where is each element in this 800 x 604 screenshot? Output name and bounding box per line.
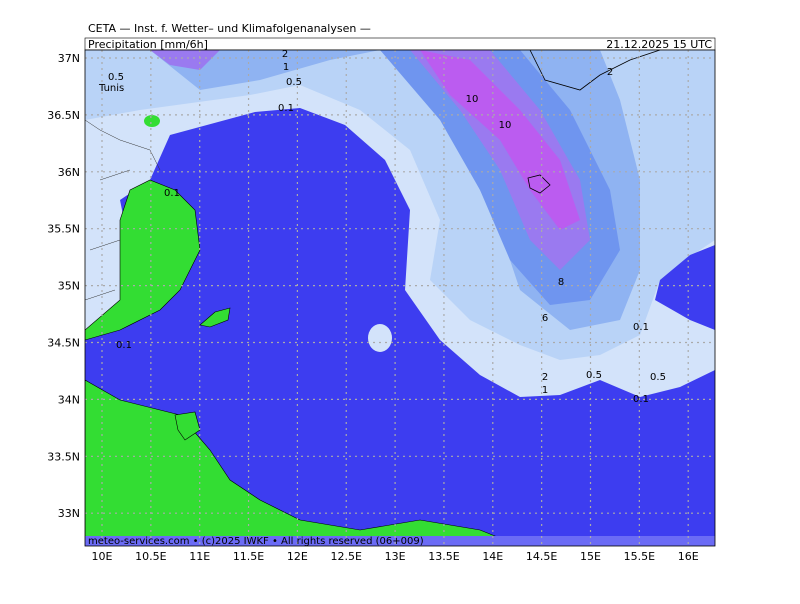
lat-label: 36N — [58, 166, 80, 179]
precip-band — [410, 50, 590, 270]
contour-label: 2 — [282, 49, 288, 60]
lat-label: 37N — [58, 52, 80, 65]
contour-label: 1 — [542, 385, 548, 396]
lon-label: 15E — [580, 550, 601, 563]
title: Precipitation [mm/6h] — [88, 38, 208, 51]
lat-label: 35.5N — [47, 223, 80, 236]
lon-label: 16E — [678, 550, 699, 563]
sicily-coast — [529, 50, 661, 91]
precip-band — [368, 324, 392, 352]
lon-label: 13.5E — [428, 550, 459, 563]
grid — [85, 50, 715, 546]
island — [199, 307, 231, 328]
contour-label: 2 — [607, 67, 613, 78]
contour-label: 0.1 — [164, 188, 180, 199]
lat-label: 36.5N — [47, 109, 80, 122]
land — [144, 115, 160, 127]
lon-label: 11E — [189, 550, 210, 563]
contour-label: 0.1 — [278, 103, 294, 114]
contour-label: 6 — [542, 313, 548, 324]
contour-label: 1 — [283, 62, 289, 73]
contour-label: 0.1 — [116, 340, 132, 351]
contour-label: 0.5 — [650, 372, 666, 383]
lon-label: 12.5E — [331, 550, 362, 563]
lon-label: 12E — [287, 550, 308, 563]
lat-label: 34.5N — [47, 337, 80, 350]
precip-band — [150, 50, 220, 70]
contour-label: 0.1 — [633, 394, 649, 405]
contour-label: 0.5 — [108, 72, 124, 83]
contour-label: 2 — [542, 372, 548, 383]
lon-label: 13E — [385, 550, 406, 563]
place-label: Tunis — [98, 83, 124, 94]
lon-label: 10E — [92, 550, 113, 563]
contour-label: 0.1 — [633, 322, 649, 333]
lat-label: 33N — [58, 507, 80, 520]
contour-label: 10 — [499, 120, 512, 131]
axes: 10E 10.5E 11E 11.5E 12E 12.5E 13E 13.5E 14E 14.5E… — [47, 52, 698, 563]
footer-bar — [85, 536, 715, 546]
lon-label: 10.5E — [135, 550, 166, 563]
malta — [527, 174, 551, 194]
source: CETA — Inst. f. Wetter– und Klimafolgena… — [88, 22, 371, 35]
contour-label: 8 — [558, 277, 564, 288]
island — [174, 411, 201, 441]
border — [85, 119, 161, 301]
date: 21.12.2025 15 UTC — [606, 38, 712, 51]
lat-label: 34N — [58, 393, 80, 406]
lon-label: 14E — [482, 550, 503, 563]
land — [85, 179, 201, 341]
lat-label: 35N — [58, 280, 80, 293]
precip-band — [420, 50, 580, 230]
frame — [84, 49, 716, 547]
land — [85, 379, 521, 546]
lat-label: 33.5N — [47, 450, 80, 463]
contour-label: 0.5 — [586, 370, 602, 381]
lon-label: 11.5E — [233, 550, 264, 563]
lon-label: 15.5E — [624, 550, 655, 563]
dry-sea — [85, 108, 715, 546]
dry-sea — [655, 245, 715, 330]
contour-label: 10 — [466, 94, 479, 105]
footer: meteo-services.com • (c)2025 IWKF • All … — [88, 536, 424, 547]
contour-label: 0.5 — [286, 77, 302, 88]
lon-label: 14.5E — [526, 550, 557, 563]
